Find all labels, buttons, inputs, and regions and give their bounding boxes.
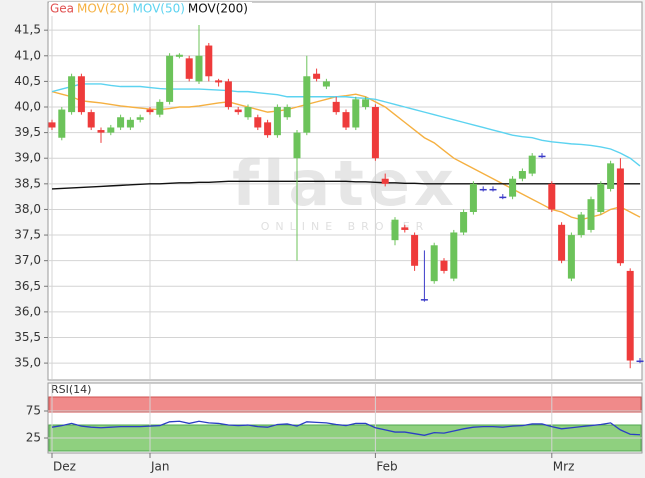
candle-body bbox=[607, 163, 615, 189]
candle-body bbox=[636, 360, 644, 363]
y-tick-label: 37,0 bbox=[14, 253, 41, 267]
candle-body bbox=[107, 127, 115, 133]
y-tick-label: 35,0 bbox=[14, 356, 41, 370]
candle-body bbox=[371, 107, 379, 159]
overbought-band bbox=[48, 396, 642, 413]
legend-item: MOV(20) bbox=[77, 2, 129, 16]
y-tick-label: 39,5 bbox=[14, 125, 41, 139]
candle-body bbox=[381, 178, 389, 184]
candle-body bbox=[499, 196, 507, 199]
candle-body bbox=[58, 109, 66, 138]
candle-body bbox=[264, 122, 272, 136]
legend-item: MOV(50) bbox=[132, 2, 184, 16]
y-tick-label: 40,0 bbox=[14, 100, 41, 114]
candle-body bbox=[322, 81, 330, 87]
candle-body bbox=[597, 183, 605, 212]
candle-body bbox=[77, 76, 85, 113]
x-tick-label: Mrz bbox=[553, 460, 575, 474]
candle-body bbox=[626, 270, 634, 361]
candle-body bbox=[117, 117, 125, 128]
candle-body bbox=[303, 76, 311, 133]
candle-body bbox=[362, 99, 370, 107]
candle-body bbox=[558, 224, 566, 261]
candle-body bbox=[156, 101, 164, 115]
candle-body bbox=[48, 122, 56, 128]
legend-item: MOV(200) bbox=[188, 2, 248, 16]
candle-body bbox=[146, 109, 154, 113]
candle-body bbox=[215, 80, 223, 83]
candle-body bbox=[420, 299, 428, 301]
rsi-line bbox=[51, 420, 641, 436]
candle-body bbox=[185, 58, 193, 79]
candle-body bbox=[479, 188, 487, 191]
candle-body bbox=[244, 107, 252, 118]
candle-body bbox=[283, 107, 291, 118]
candle-body bbox=[391, 219, 399, 241]
candle-body bbox=[224, 81, 232, 107]
candle-body bbox=[87, 112, 95, 128]
x-tick-label: Jan bbox=[150, 460, 170, 474]
candle-body bbox=[97, 130, 105, 133]
y-tick-label: 75 bbox=[26, 404, 41, 418]
candle-body bbox=[166, 55, 174, 102]
y-tick-label: 37,5 bbox=[14, 228, 41, 242]
candle-body bbox=[440, 260, 448, 271]
candle-body bbox=[587, 199, 595, 230]
y-tick-label: 25 bbox=[26, 431, 41, 445]
candle-body bbox=[489, 188, 497, 191]
candle-body bbox=[518, 171, 526, 179]
candle-body bbox=[548, 183, 556, 210]
candle-body bbox=[528, 155, 536, 174]
y-tick-label: 38,5 bbox=[14, 176, 41, 190]
y-tick-label: 41,5 bbox=[14, 23, 41, 37]
candle-body bbox=[616, 168, 624, 264]
candle-body bbox=[577, 214, 585, 236]
moving-average-line bbox=[51, 83, 641, 167]
moving-average-line bbox=[51, 180, 640, 190]
candle-body bbox=[175, 54, 183, 57]
rsi-title: RSI(14) bbox=[51, 383, 91, 396]
y-tick-label: 36,0 bbox=[14, 304, 41, 318]
candle-body bbox=[460, 212, 468, 233]
y-tick-label: 41,0 bbox=[14, 48, 41, 62]
y-tick-label: 38,0 bbox=[14, 202, 41, 216]
watermark: flatex ONLINE BROKER bbox=[232, 147, 454, 233]
candle-body bbox=[352, 99, 360, 128]
y-tick-label: 35,5 bbox=[14, 330, 41, 344]
candle-body bbox=[509, 178, 517, 197]
y-tick-label: 39,0 bbox=[14, 151, 41, 165]
candle-body bbox=[469, 183, 477, 212]
candle-body bbox=[126, 119, 134, 128]
candle-body bbox=[234, 109, 242, 113]
candle-body bbox=[68, 76, 76, 113]
candle-body bbox=[411, 235, 419, 266]
candle-body bbox=[538, 155, 546, 158]
candle-body bbox=[293, 132, 301, 159]
x-tick-label: Dez bbox=[53, 460, 76, 474]
y-tick-label: 40,5 bbox=[14, 74, 41, 88]
candle-body bbox=[450, 232, 458, 279]
candle-body bbox=[195, 55, 203, 82]
candle-body bbox=[332, 101, 340, 113]
x-tick-label: Feb bbox=[376, 460, 397, 474]
candle-body bbox=[567, 235, 575, 279]
candle-body bbox=[205, 45, 213, 77]
legend-instrument: Gea bbox=[50, 2, 74, 16]
candle-body bbox=[313, 73, 321, 79]
candle-body bbox=[136, 117, 144, 120]
watermark-subtext: ONLINE BROKER bbox=[261, 220, 430, 233]
legend-background bbox=[49, 2, 252, 16]
candle-body bbox=[401, 227, 409, 230]
candle-body bbox=[430, 245, 438, 282]
candle-body bbox=[342, 112, 350, 128]
y-tick-label: 36,5 bbox=[14, 279, 41, 293]
candle-body bbox=[273, 107, 281, 136]
candle-body bbox=[254, 117, 262, 128]
price-panel bbox=[47, 1, 643, 381]
